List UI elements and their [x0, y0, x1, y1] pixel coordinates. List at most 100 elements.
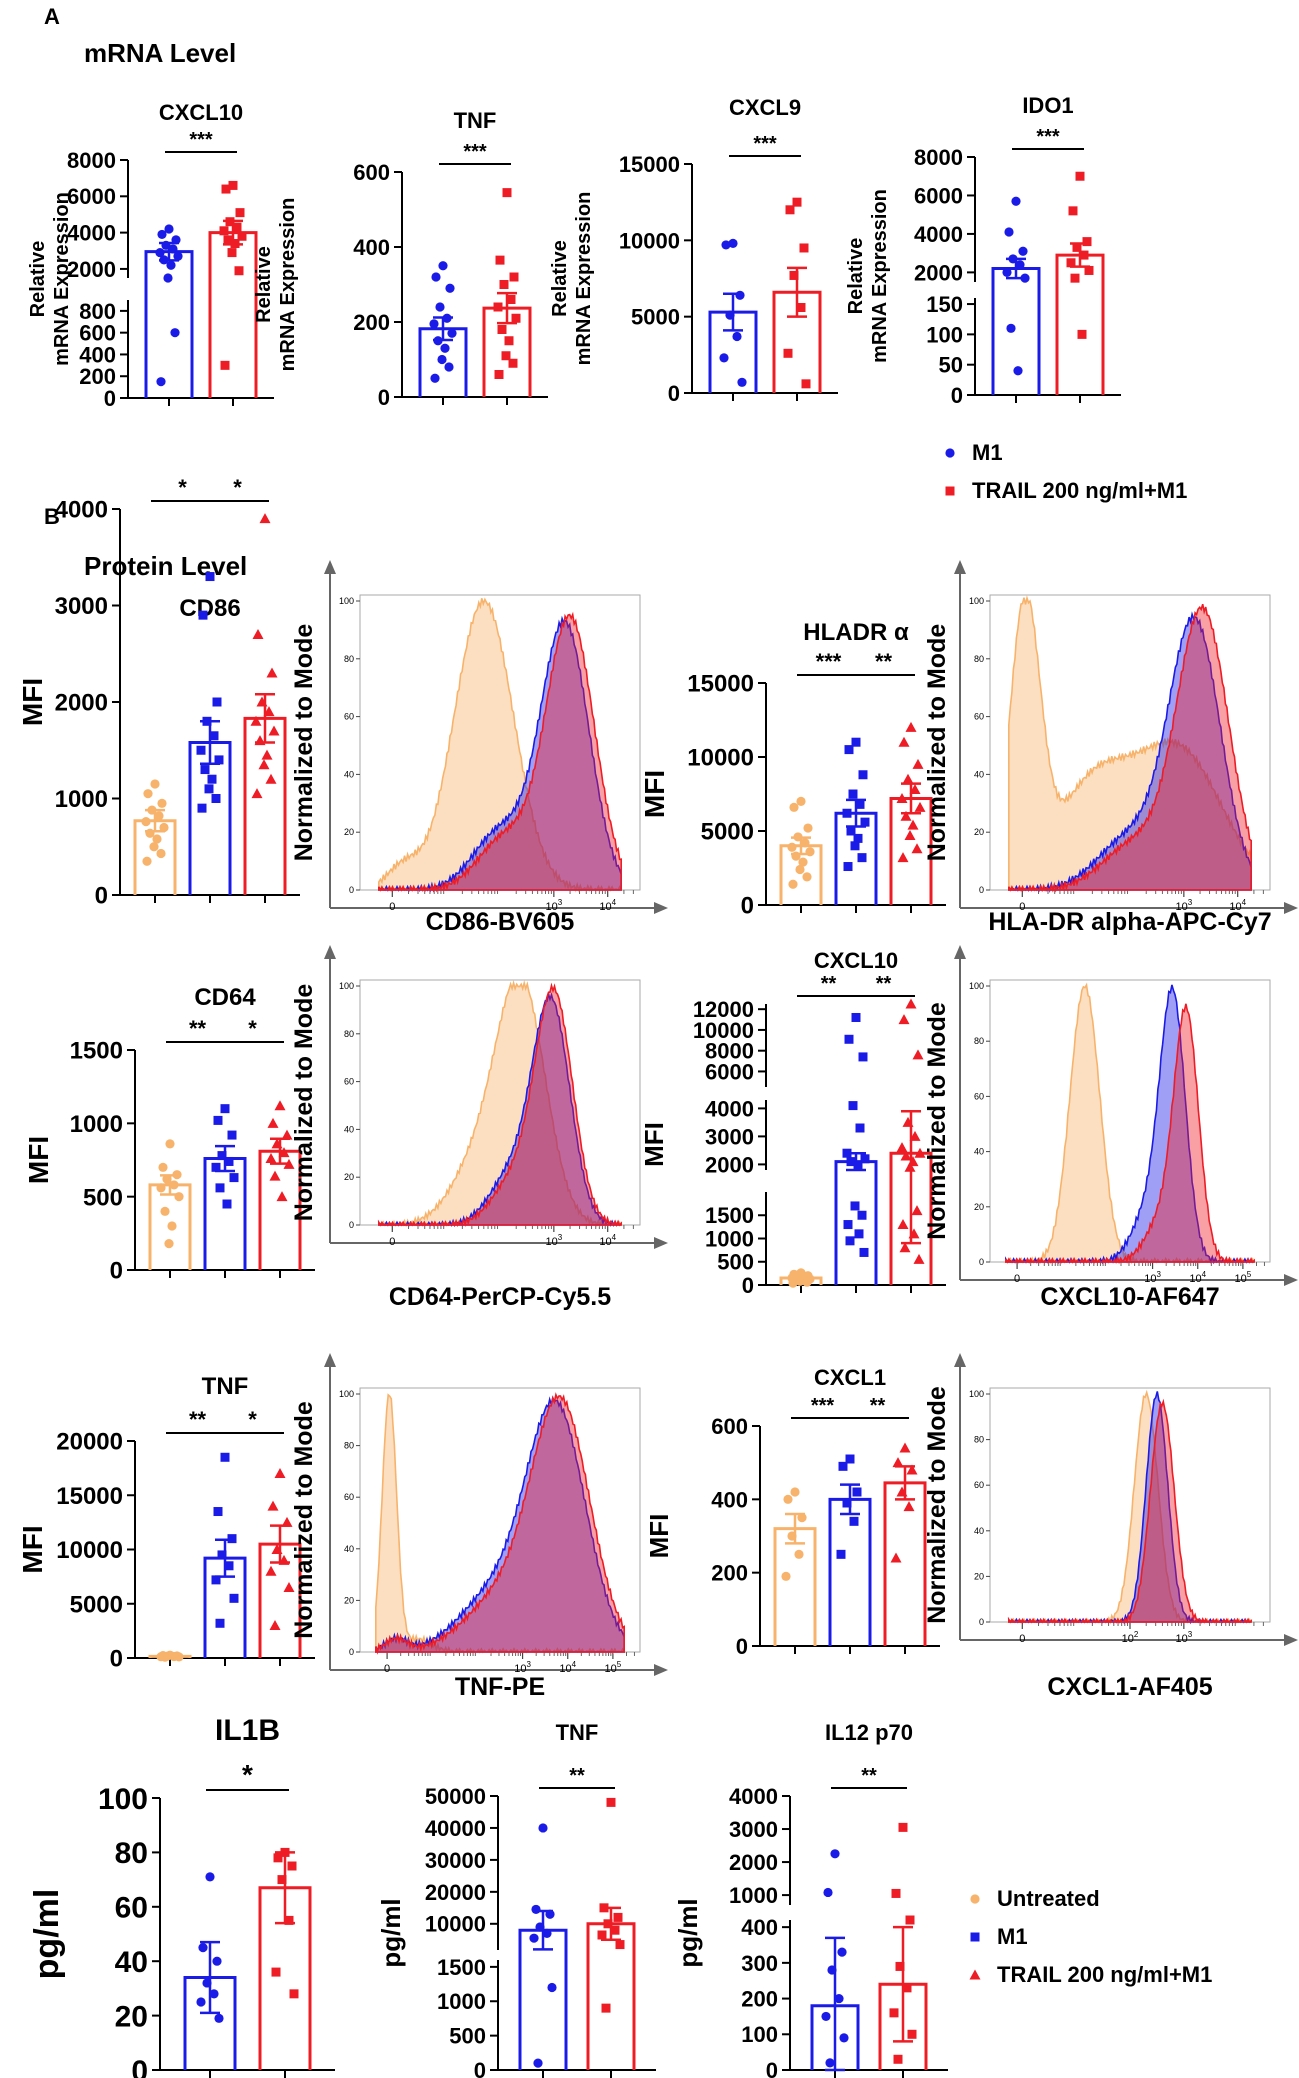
data-point	[283, 1158, 295, 1169]
y-tick-label: 80	[974, 1036, 984, 1046]
section-title-protein: Protein Level	[84, 551, 247, 581]
data-point	[902, 773, 914, 784]
y-tick-label: 20	[974, 1571, 984, 1581]
y-tick-label: 1000	[729, 1883, 778, 1908]
data-point	[287, 1861, 297, 1871]
data-point	[899, 1442, 911, 1453]
data-point	[850, 841, 860, 851]
data-point	[783, 348, 793, 358]
data-point	[156, 1183, 166, 1193]
data-point	[162, 1174, 172, 1184]
y-tick-label: 50000	[425, 1784, 486, 1809]
chart-title: CXCL1	[814, 1365, 886, 1390]
y-tick-label: 20000	[425, 1880, 486, 1905]
y-axis-label-line1: Relative	[549, 240, 571, 317]
data-point	[204, 784, 214, 794]
chart-title: CD86	[179, 595, 240, 622]
data-point	[438, 261, 448, 271]
data-point	[225, 217, 235, 227]
data-point	[278, 1554, 290, 1565]
x-tick-exponent: 4	[612, 1233, 617, 1242]
data-point	[896, 1142, 908, 1153]
data-point	[1002, 267, 1012, 277]
y-tick-label: 20	[344, 1595, 354, 1605]
data-point	[823, 1887, 833, 1898]
data-point	[267, 1500, 279, 1511]
x-tick-exponent: 4	[1242, 898, 1247, 907]
y-tick-label: 300	[741, 1951, 778, 1976]
x-tick-base: 10	[605, 1663, 617, 1675]
y-tick-label: 80	[344, 1029, 354, 1039]
y-tick-label: 2000	[705, 1152, 754, 1177]
data-point	[837, 1947, 847, 1957]
data-point	[913, 1253, 925, 1264]
data-point	[213, 1507, 223, 1517]
x-axis-label: CD86-BV605	[426, 908, 575, 936]
y-tick-label: 30000	[425, 1848, 486, 1873]
y-tick-label: 10000	[56, 1537, 123, 1564]
data-point	[851, 1012, 861, 1022]
data-point	[265, 1153, 277, 1164]
data-point	[142, 856, 152, 866]
y-tick-label: 5000	[70, 1591, 123, 1618]
data-point	[222, 1199, 232, 1209]
y-tick-label: 100	[969, 981, 984, 991]
data-point	[267, 1117, 279, 1128]
x-tick-exponent: 5	[1247, 1270, 1252, 1279]
legend-bottom: Untreated M1 TRAIL 200 ng/ml+M1	[969, 1886, 1212, 1987]
chart-mrna-ido1: IDO1 0 50 100 150 2000 4000 6000 8000 Relative mRN…	[845, 93, 1121, 408]
x-axis-label: TNF-PE	[455, 1673, 545, 1701]
data-point	[149, 842, 159, 852]
data-point	[169, 1180, 179, 1190]
y-tick-label: 50	[939, 353, 963, 378]
y-tick-label: 0	[378, 385, 390, 410]
y-tick-label: 0	[668, 381, 680, 406]
data-point	[849, 1516, 859, 1526]
x-tick-base: 10	[599, 901, 611, 913]
histogram-untreated	[1006, 1389, 1253, 1625]
x-tick-label: 105	[605, 1660, 622, 1675]
data-point	[430, 373, 440, 383]
x-tick-label: 103	[1175, 898, 1192, 913]
data-point	[906, 1464, 918, 1475]
chart-title: CXCL10	[814, 948, 898, 973]
y-tick-label: 100	[339, 981, 354, 991]
data-point	[221, 184, 231, 194]
data-point	[547, 1982, 557, 1993]
data-point	[258, 759, 270, 770]
data-point	[493, 302, 503, 312]
y-tick-label: 80	[344, 654, 354, 664]
data-point	[196, 745, 206, 755]
y-tick-label: 40	[974, 769, 984, 779]
data-point	[790, 1487, 800, 1497]
y-tick-label: 0	[110, 1258, 123, 1285]
data-point	[842, 808, 852, 818]
y-axis-label: pg/ml	[28, 1889, 66, 1980]
y-axis-label-line1: Relative	[845, 238, 867, 315]
data-point	[198, 1943, 208, 1953]
data-point	[787, 842, 797, 852]
data-point	[848, 789, 858, 799]
y-tick-label: 0	[979, 1617, 984, 1627]
histogram-trail-200-ng-ml-m1	[378, 611, 623, 893]
chart-sec-il1b: IL1B 0 20 40 60 80 100 pg/ml *	[28, 1714, 335, 2078]
x-tick-exponent: 4	[572, 1660, 577, 1669]
data-point	[535, 1922, 545, 1932]
data-point	[802, 1277, 812, 1287]
data-point	[845, 1236, 855, 1246]
y-tick-label: 10000	[425, 1912, 486, 1937]
y-axis-label-line2: mRNA Expression	[277, 198, 299, 372]
y-axis-label: MFI	[644, 1514, 674, 1559]
data-point	[606, 1797, 616, 1807]
x-tick-base: 10	[599, 1236, 611, 1248]
y-tick-label: 200	[79, 364, 116, 389]
data-point	[796, 303, 806, 313]
data-point	[802, 872, 812, 882]
y-tick-label: 1500	[437, 1955, 486, 1980]
y-tick-label: 20	[974, 1202, 984, 1212]
data-point	[196, 1997, 206, 2007]
y-tick-label: 150	[926, 292, 963, 317]
histogram-trail-200-ng-ml-m1	[1005, 1003, 1256, 1265]
